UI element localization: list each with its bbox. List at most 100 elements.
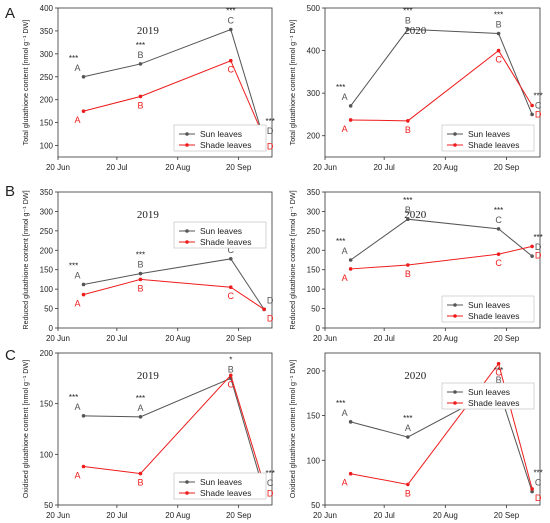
y-tick-label: 150 <box>307 412 321 421</box>
data-point <box>138 277 143 282</box>
y-tick-label: 200 <box>40 246 54 255</box>
significance-letter: C <box>495 215 502 225</box>
y-tick-label: 50 <box>44 305 53 314</box>
significance-stars: *** <box>265 117 274 126</box>
x-tick-label: 20 Jun <box>313 163 337 172</box>
significance-stars: *** <box>494 206 503 215</box>
x-tick-label: 20 Sep <box>226 163 252 172</box>
legend-box <box>441 295 535 323</box>
significance-letter: A <box>342 273 348 283</box>
chart-panel: C 2019 50 100 150 200 20 Jun 20 Jul 20 Aug 20 Sep… <box>5 347 275 520</box>
y-tick-label: 400 <box>40 4 54 13</box>
significance-stars: *** <box>403 6 412 15</box>
significance-stars: *** <box>336 83 345 92</box>
significance-stars: *** <box>136 41 145 50</box>
x-tick-label: 20 Jun <box>46 511 70 520</box>
data-point <box>348 267 353 271</box>
series-line <box>350 362 533 490</box>
significance-letter: D <box>535 109 542 119</box>
legend-swatch-marker <box>453 143 457 147</box>
significance-letter: B <box>137 50 143 60</box>
significance-letter: C <box>228 379 235 389</box>
chart-panel: 2020 50 100 150 200 20 Jun 20 Jul 20 Aug 20 Sep O… <box>288 352 543 520</box>
legend-swatch-marker <box>453 132 457 136</box>
x-tick-label: 20 Sep <box>226 334 252 343</box>
data-point <box>496 31 501 36</box>
significance-stars: *** <box>533 469 542 478</box>
series-line <box>350 245 533 270</box>
significance-stars: *** <box>336 399 345 408</box>
legend-box <box>441 124 535 152</box>
y-tick-label: 350 <box>307 188 321 197</box>
significance-stars: *** <box>69 54 78 63</box>
legend-label: Sun leaves <box>468 129 510 139</box>
data-point <box>348 104 353 108</box>
data-point <box>81 109 86 113</box>
data-point <box>262 307 266 312</box>
significance-stars: *** <box>533 233 542 242</box>
data-point <box>530 254 534 258</box>
x-tick-label: 20 Jul <box>106 163 128 172</box>
y-axis-label: Oxidised glutathione content [nmol g⁻¹ D… <box>21 360 30 498</box>
data-point <box>348 471 353 476</box>
y-tick-label: 100 <box>307 285 321 294</box>
significance-stars: *** <box>336 237 345 246</box>
x-tick-label: 20 Aug <box>433 163 458 172</box>
legend-label: Shade leaves <box>468 398 520 408</box>
significance-letter: B <box>496 20 502 30</box>
legend-label: Sun leaves <box>200 129 242 139</box>
significance-letter: A <box>342 478 348 488</box>
data-point <box>496 48 501 53</box>
significance-letter: C <box>535 100 542 110</box>
significance-letter: D <box>267 489 274 499</box>
y-tick-label: 200 <box>40 96 54 105</box>
y-tick-label: 150 <box>307 266 321 275</box>
data-point <box>530 103 534 108</box>
y-tick-label: 50 <box>44 501 53 510</box>
y-tick-label: 100 <box>40 285 54 294</box>
y-tick-label: 0 <box>316 324 321 333</box>
panel-letter: C <box>5 347 16 364</box>
data-point <box>138 271 143 276</box>
significance-letter: B <box>405 15 411 25</box>
x-tick-label: 20 Aug <box>433 334 458 343</box>
legend-swatch-marker <box>185 229 189 233</box>
significance-stars: *** <box>226 7 235 16</box>
plot-frame <box>57 7 273 158</box>
series-line <box>83 258 265 310</box>
chart-panel: 2020 0 50 100 150 200 250 300 350 20 Jun 20 Jul 20 … <box>288 188 543 343</box>
y-tick-label: 150 <box>40 400 54 409</box>
y-tick-label: 350 <box>40 188 54 197</box>
data-point <box>138 415 143 419</box>
x-tick-label: 20 Aug <box>165 334 190 343</box>
x-tick-label: 20 Jun <box>313 511 337 520</box>
significance-stars: *** <box>403 414 412 423</box>
significance-stars: *** <box>69 393 78 402</box>
significance-letter: B <box>137 100 143 110</box>
legend-box <box>173 472 267 500</box>
significance-letter: C <box>228 16 235 26</box>
plot-frame <box>57 191 273 329</box>
significance-letter: A <box>405 423 411 433</box>
y-axis-label: Total glutathione content [nmol g⁻¹ DW] <box>21 20 30 146</box>
x-tick-label: 20 Sep <box>226 511 252 520</box>
significance-letter: B <box>405 269 411 279</box>
x-tick-label: 20 Jul <box>106 511 128 520</box>
significance-letter: C <box>535 478 542 488</box>
y-tick-label: 400 <box>307 47 321 56</box>
legend-swatch-marker <box>185 143 189 147</box>
significance-letter: A <box>137 403 143 413</box>
x-tick-label: 20 Jun <box>46 334 70 343</box>
data-point <box>228 257 233 261</box>
significance-letter: D <box>267 142 274 152</box>
data-point <box>81 414 86 418</box>
x-tick-label: 20 Aug <box>433 511 458 520</box>
series-line <box>350 388 533 492</box>
significance-letter: A <box>342 124 348 134</box>
significance-letter: C <box>495 258 502 268</box>
series-line <box>350 218 533 261</box>
y-tick-label: 100 <box>40 142 54 151</box>
legend-swatch-marker <box>185 132 189 136</box>
significance-letter: D <box>267 126 274 136</box>
